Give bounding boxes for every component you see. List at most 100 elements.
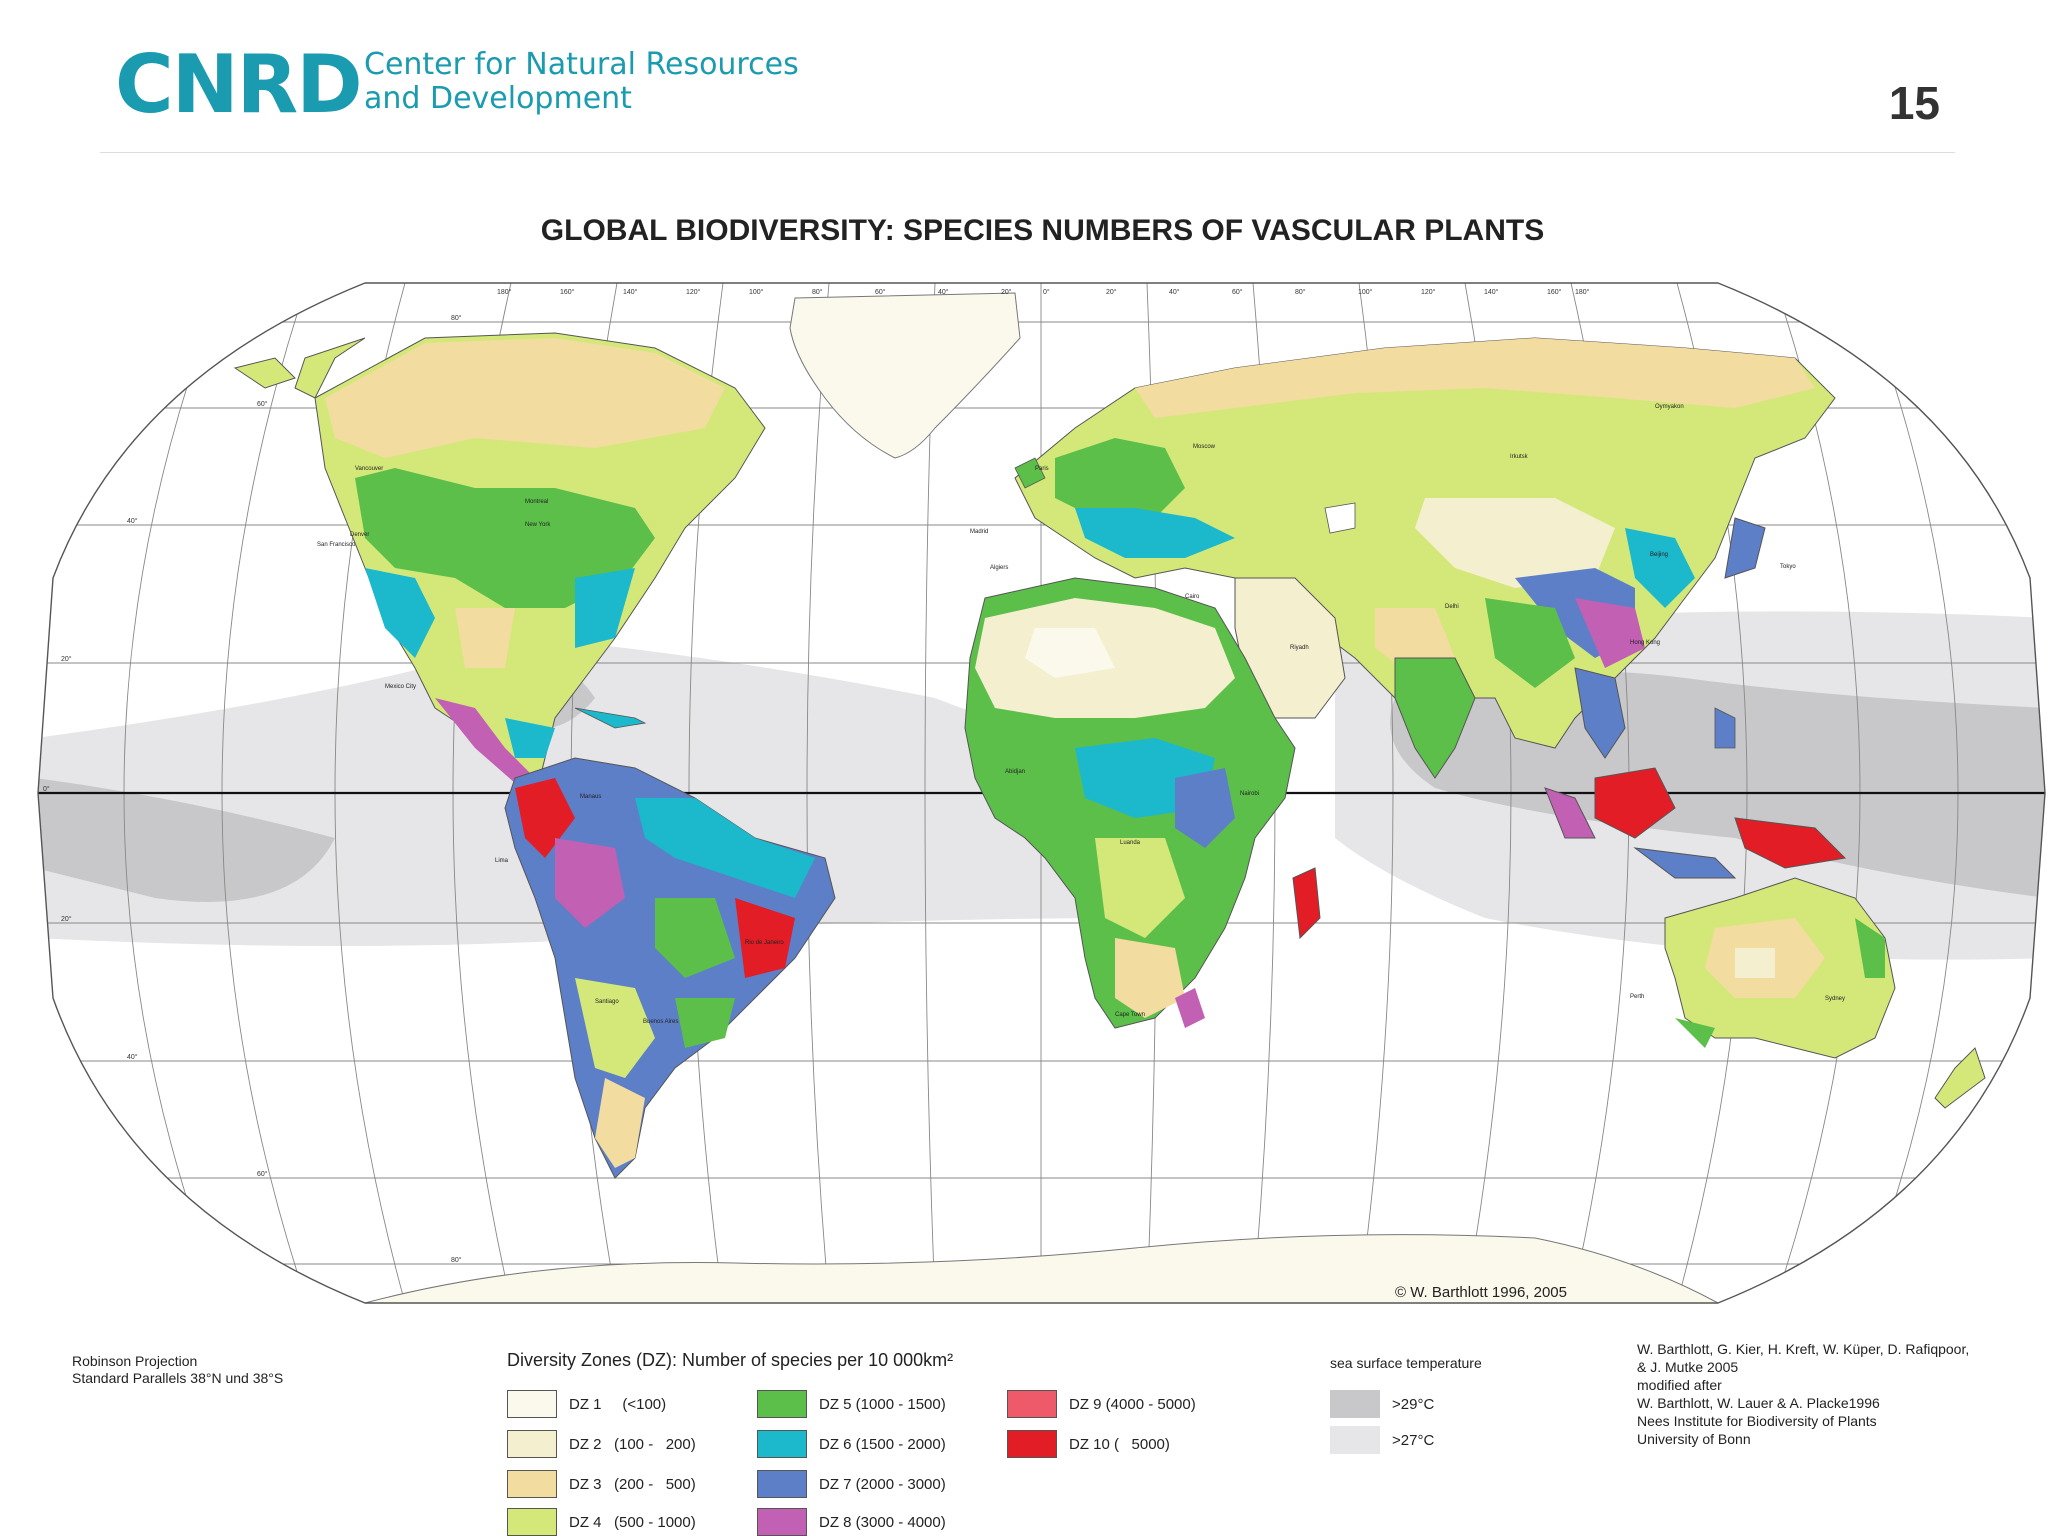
latitude-label: 40° (127, 1053, 138, 1061)
city-label: Rio de Janeiro (745, 940, 784, 946)
latitude-label: 80° (451, 314, 462, 322)
city-label: Perth (1630, 994, 1644, 1000)
longitude-label: 40° (938, 288, 949, 296)
legend-label: DZ 3 (200 - 500) (569, 1476, 696, 1493)
longitude-labels: 180° 160° 140° 120° 100° 80° 60° 40° 20°… (497, 288, 1590, 296)
greenland (789, 292, 1021, 459)
city-label: Luanda (1120, 840, 1141, 846)
longitude-label: 20° (1106, 288, 1117, 296)
longitude-label: 140° (1484, 288, 1499, 296)
city-label: Vancouver (355, 466, 383, 472)
city-label: Buenos Aires (643, 1019, 678, 1025)
longitude-label: 60° (875, 288, 886, 296)
org-name-line2: and Development (364, 81, 632, 116)
legend-label: DZ 2 (100 - 200) (569, 1436, 696, 1453)
australia (1664, 877, 1896, 1059)
slide-header: CNRD Center for Natural Resources and De… (0, 0, 2048, 160)
north-america (233, 332, 766, 789)
city-label: Montreal (525, 499, 548, 505)
latitude-label: 60° (257, 1170, 268, 1178)
longitude-label: 100° (1358, 288, 1373, 296)
map-copyright: © W. Barthlott 1996, 2005 (1395, 1284, 1567, 1301)
legend-swatch (757, 1470, 807, 1498)
legend-swatch (757, 1390, 807, 1418)
city-label: Moscow (1193, 444, 1216, 450)
arabian-peninsula (1234, 577, 1346, 719)
projection-note: Robinson Projection Standard Parallels 3… (72, 1353, 283, 1387)
longitude-label: 140° (623, 288, 638, 296)
map-credits: W. Barthlott, G. Kier, H. Kreft, W. Küpe… (1637, 1340, 1969, 1448)
city-label: Delhi (1445, 604, 1459, 610)
legend-swatch (1330, 1390, 1380, 1418)
eurasia (1014, 337, 1836, 749)
antarctica (364, 1234, 1719, 1303)
legend-swatch (1330, 1426, 1380, 1454)
longitude-label: 160° (560, 288, 575, 296)
latitude-label: 80° (451, 1256, 462, 1264)
caribbean-islands (574, 707, 647, 729)
legend-label: DZ 8 (3000 - 4000) (819, 1514, 946, 1531)
longitude-label: 180° (497, 288, 512, 296)
city-label: Beijing (1650, 552, 1668, 558)
world-map: Vancouver Montreal New York Denver San F… (35, 278, 2048, 1308)
credit-line: W. Barthlott, G. Kier, H. Kreft, W. Küpe… (1637, 1341, 1970, 1357)
legend-label: DZ 6 (1500 - 2000) (819, 1436, 946, 1453)
longitude-label: 160° (1547, 288, 1562, 296)
map-globe: Vancouver Montreal New York Denver San F… (38, 283, 2045, 1303)
south-america (504, 757, 836, 1179)
legend-label: DZ 10 ( 5000) (1069, 1436, 1170, 1453)
longitude-label: 60° (1232, 288, 1243, 296)
city-label: Tokyo (1780, 564, 1796, 570)
header-divider (100, 152, 1955, 153)
longitude-label: 120° (1421, 288, 1436, 296)
city-label: Oymyakon (1655, 404, 1684, 410)
sst-legend-title: sea surface temperature (1330, 1355, 1482, 1371)
city-label: Riyadh (1290, 645, 1309, 651)
credit-line: W. Barthlott, W. Lauer & A. Placke1996 (1637, 1395, 1880, 1411)
map-frame (37, 282, 2046, 1304)
india (1394, 657, 1476, 779)
latitude-label: 60° (257, 400, 268, 408)
city-label: Hong Kong (1630, 640, 1660, 646)
city-label: Santiago (595, 999, 619, 1005)
credit-line: Nees Institute for Biodiversity of Plant… (1637, 1413, 1877, 1429)
org-name-line1: Center for Natural Resources (364, 47, 799, 82)
city-label: Nairobi (1240, 791, 1259, 797)
city-label: New York (525, 522, 551, 528)
page-number: 15 (1888, 77, 1940, 129)
legend-swatch (757, 1508, 807, 1536)
credit-line: & J. Mutke 2005 (1637, 1359, 1739, 1375)
latitude-labels: 80° 60° 40° 20° 0° 20° 40° 60° 80° (43, 314, 462, 1264)
standard-parallels: Standard Parallels 38°N und 38°S (72, 1370, 284, 1386)
legend-label: >27°C (1392, 1432, 1435, 1449)
africa (964, 577, 1321, 1029)
credit-line: modified after (1637, 1377, 1722, 1393)
world-map-svg: Vancouver Montreal New York Denver San F… (37, 282, 2046, 1304)
legend-swatch (507, 1508, 557, 1536)
legend-swatch (507, 1390, 557, 1418)
city-label: Abidjan (1005, 769, 1025, 775)
organization-name: Center for Natural Resources and Develop… (364, 48, 799, 116)
projection-name: Robinson Projection (72, 1353, 198, 1369)
longitude-label: 0° (1043, 288, 1050, 296)
legend-swatch (1007, 1430, 1057, 1458)
longitude-label: 40° (1169, 288, 1180, 296)
longitude-label: 100° (749, 288, 764, 296)
legend-label: >29°C (1392, 1396, 1435, 1413)
southeast-asia (1544, 667, 1847, 879)
longitude-label: 20° (1001, 288, 1012, 296)
city-label: Algiers (990, 565, 1008, 571)
longitude-label: 80° (1295, 288, 1306, 296)
city-label: Mexico City (385, 684, 416, 690)
cnrd-logo: CNRD (115, 38, 363, 131)
latitude-label: 0° (43, 785, 50, 793)
legend-label: DZ 9 (4000 - 5000) (1069, 1396, 1196, 1413)
legend-label: DZ 5 (1000 - 1500) (819, 1396, 946, 1413)
legend-swatch (507, 1430, 557, 1458)
city-label: Lima (495, 858, 509, 864)
latitude-label: 20° (61, 655, 72, 663)
legend-title: Diversity Zones (DZ): Number of species … (507, 1350, 954, 1370)
city-label: Sydney (1825, 996, 1845, 1002)
city-label: Paris (1035, 466, 1049, 472)
legend-label: DZ 7 (2000 - 3000) (819, 1476, 946, 1493)
